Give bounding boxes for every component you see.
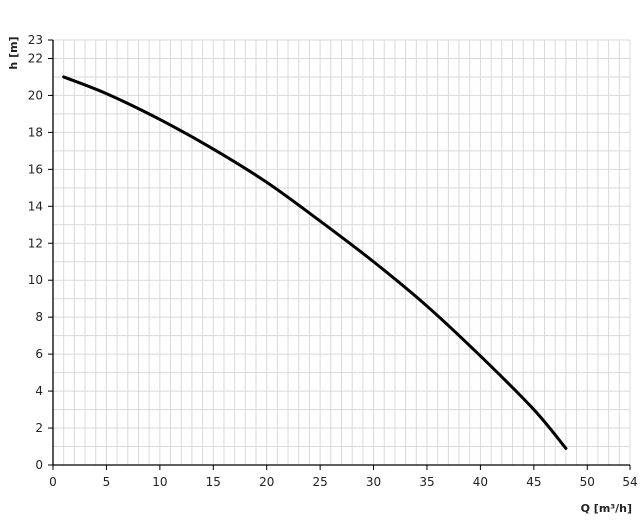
y-tick-labels: 0 2 4 6 8 10 12 14 16 18 20 22 23: [28, 33, 43, 472]
grid: [53, 39, 631, 465]
x-tick-label: 54: [622, 475, 637, 489]
y-tick-label: 14: [28, 199, 43, 213]
x-tick-label: 50: [580, 475, 595, 489]
y-tick-label: 16: [28, 162, 43, 176]
x-tick-label: 25: [312, 475, 327, 489]
y-tick-label: 12: [28, 236, 43, 250]
series-line: [62, 75, 568, 450]
x-tick-label: 5: [103, 475, 111, 489]
y-axis-label: h [m]: [7, 36, 20, 69]
y-tick-label: 2: [35, 421, 43, 435]
x-tick-label: 40: [473, 475, 488, 489]
x-tick-label: 10: [152, 475, 167, 489]
x-tick-label: 15: [206, 475, 221, 489]
x-axis-label: Q [m³/h]: [581, 502, 632, 515]
y-tick-label: 18: [28, 125, 43, 139]
y-tick-label: 6: [35, 347, 43, 361]
y-tick-label: 0: [35, 458, 43, 472]
y-tick-label: 22: [28, 51, 43, 65]
series: [62, 75, 568, 450]
x-tick-label: 0: [49, 475, 57, 489]
x-tick-label: 30: [366, 475, 381, 489]
x-tick-labels: 0 5 10 15 20 25 30 35 40 45 50 54: [49, 475, 637, 489]
y-tick-label: 23: [28, 33, 43, 47]
y-tick-label: 4: [35, 384, 43, 398]
y-tick-label: 10: [28, 273, 43, 287]
x-tick-label: 45: [526, 475, 541, 489]
y-tick-label: 8: [35, 310, 43, 324]
y-tick-label: 20: [28, 88, 43, 102]
x-tick-label: 20: [259, 475, 274, 489]
axes: [48, 39, 631, 470]
x-tick-label: 35: [419, 475, 434, 489]
